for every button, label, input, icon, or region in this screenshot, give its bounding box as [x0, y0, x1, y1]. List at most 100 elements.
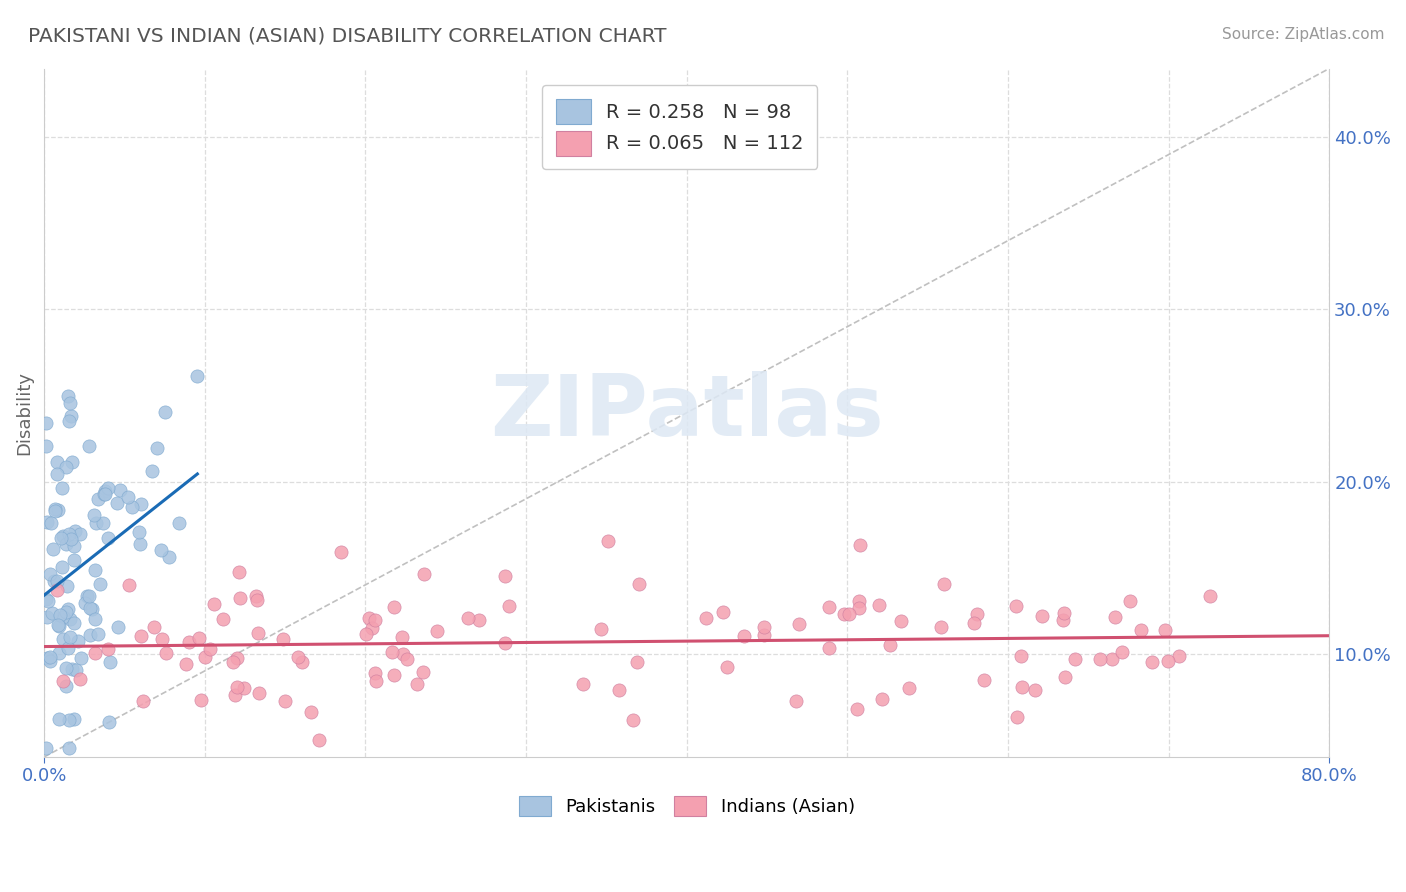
Point: [224, 688, 246, 702]
Point: [38, 654, 60, 668]
Point: [60, 455, 83, 469]
Point: [247, 686, 270, 700]
Point: [361, 622, 384, 636]
Point: [1154, 624, 1177, 638]
Point: [56, 579, 79, 593]
Point: [364, 665, 387, 680]
Point: [711, 605, 734, 619]
Point: [41, 606, 63, 620]
Point: [73, 597, 96, 611]
Point: [44, 501, 66, 516]
Point: [107, 620, 129, 634]
Point: [97, 714, 120, 729]
Point: [845, 702, 868, 716]
Point: [1111, 645, 1133, 659]
Point: [963, 615, 986, 630]
Legend: Pakistanis, Indians (Asian): Pakistanis, Indians (Asian): [512, 789, 862, 823]
Point: [48, 647, 70, 661]
Point: [87, 627, 110, 641]
Point: [354, 626, 377, 640]
Point: [141, 464, 163, 478]
Point: [128, 525, 150, 540]
Point: [287, 649, 309, 664]
Point: [382, 600, 405, 615]
Point: [1088, 652, 1111, 666]
Point: [84, 516, 107, 531]
Point: [35, 741, 58, 756]
Point: [1168, 649, 1191, 664]
Point: [80, 602, 103, 616]
Point: [384, 668, 406, 682]
Point: [51, 559, 73, 574]
Point: [63, 524, 86, 538]
Point: [41, 516, 63, 530]
Point: [1101, 651, 1123, 665]
Point: [202, 597, 225, 611]
Point: [58, 388, 80, 402]
Point: [97, 642, 120, 657]
Point: [838, 607, 860, 622]
Point: [58, 714, 80, 728]
Point: [38, 566, 60, 581]
Point: [1011, 680, 1033, 694]
Point: [83, 646, 105, 660]
Point: [93, 486, 115, 500]
Point: [1199, 589, 1222, 603]
Point: [97, 531, 120, 545]
Text: ZIPatlas: ZIPatlas: [489, 371, 883, 454]
Point: [37, 515, 59, 529]
Point: [849, 538, 872, 552]
Point: [848, 601, 870, 615]
Point: [63, 616, 86, 631]
Point: [39, 649, 62, 664]
Point: [52, 529, 75, 543]
Point: [1052, 607, 1074, 621]
Point: [60, 409, 83, 423]
Point: [246, 593, 269, 607]
Point: [1130, 623, 1153, 637]
Point: [56, 641, 79, 656]
Point: [818, 600, 841, 615]
Point: [35, 610, 58, 624]
Point: [59, 630, 82, 644]
Point: [58, 414, 80, 428]
Point: [58, 741, 80, 756]
Point: [63, 540, 86, 554]
Point: [929, 619, 952, 633]
Point: [177, 634, 200, 648]
Point: [412, 665, 434, 680]
Point: [848, 593, 870, 607]
Point: [274, 694, 297, 708]
Point: [494, 636, 516, 650]
Point: [1104, 610, 1126, 624]
Point: [58, 526, 80, 541]
Point: [129, 497, 152, 511]
Point: [35, 416, 58, 430]
Point: [145, 442, 167, 456]
Point: [187, 631, 209, 645]
Point: [118, 578, 141, 592]
Point: [754, 628, 776, 642]
Point: [105, 496, 128, 510]
Point: [83, 508, 105, 522]
Point: [131, 629, 153, 643]
Point: [143, 620, 166, 634]
Point: [46, 467, 69, 482]
Point: [62, 552, 84, 566]
Point: [868, 598, 890, 612]
Point: [879, 638, 901, 652]
Point: [457, 610, 479, 624]
Point: [49, 531, 72, 545]
Point: [87, 492, 110, 507]
Point: [273, 632, 295, 646]
Point: [37, 593, 59, 607]
Point: [48, 712, 70, 726]
Y-axis label: Disability: Disability: [15, 371, 32, 455]
Point: [212, 612, 235, 626]
Point: [245, 589, 267, 603]
Point: [228, 565, 250, 579]
Point: [787, 617, 810, 632]
Point: [84, 563, 107, 577]
Point: [818, 640, 841, 655]
Point: [186, 368, 208, 383]
